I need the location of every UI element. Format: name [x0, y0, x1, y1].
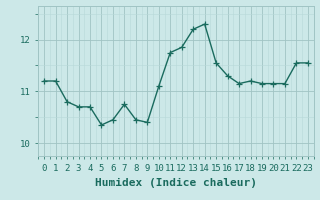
X-axis label: Humidex (Indice chaleur): Humidex (Indice chaleur)	[95, 178, 257, 188]
